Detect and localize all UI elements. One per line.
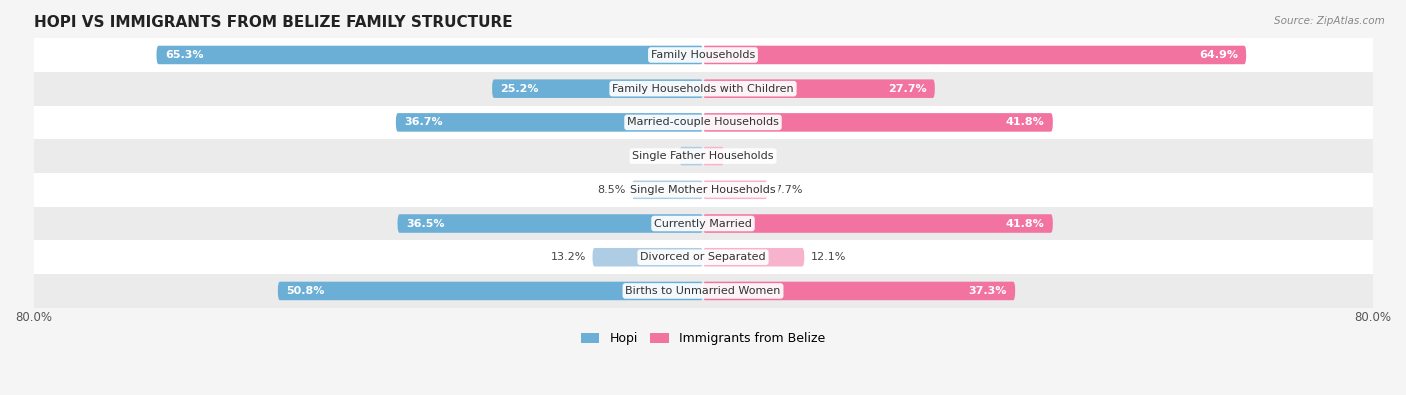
- Text: Divorced or Separated: Divorced or Separated: [640, 252, 766, 262]
- Bar: [34, 173, 1372, 207]
- FancyBboxPatch shape: [592, 248, 703, 267]
- Text: 12.1%: 12.1%: [811, 252, 846, 262]
- Text: HOPI VS IMMIGRANTS FROM BELIZE FAMILY STRUCTURE: HOPI VS IMMIGRANTS FROM BELIZE FAMILY ST…: [34, 15, 512, 30]
- FancyBboxPatch shape: [631, 181, 703, 199]
- Text: Births to Unmarried Women: Births to Unmarried Women: [626, 286, 780, 296]
- Text: 64.9%: 64.9%: [1199, 50, 1237, 60]
- Text: 41.8%: 41.8%: [1005, 117, 1045, 128]
- Text: 2.5%: 2.5%: [731, 151, 759, 161]
- FancyBboxPatch shape: [703, 214, 1053, 233]
- Text: 50.8%: 50.8%: [287, 286, 325, 296]
- Text: Single Mother Households: Single Mother Households: [630, 185, 776, 195]
- FancyBboxPatch shape: [278, 282, 703, 300]
- FancyBboxPatch shape: [703, 113, 1053, 132]
- Bar: [34, 207, 1372, 241]
- Text: Currently Married: Currently Married: [654, 218, 752, 229]
- FancyBboxPatch shape: [398, 214, 703, 233]
- Text: 36.7%: 36.7%: [405, 117, 443, 128]
- Text: 37.3%: 37.3%: [969, 286, 1007, 296]
- FancyBboxPatch shape: [396, 113, 703, 132]
- Text: 2.8%: 2.8%: [644, 151, 673, 161]
- Bar: [34, 274, 1372, 308]
- Text: 7.7%: 7.7%: [775, 185, 803, 195]
- Text: 65.3%: 65.3%: [165, 50, 204, 60]
- FancyBboxPatch shape: [679, 147, 703, 166]
- FancyBboxPatch shape: [703, 248, 804, 267]
- FancyBboxPatch shape: [492, 79, 703, 98]
- FancyBboxPatch shape: [703, 147, 724, 166]
- FancyBboxPatch shape: [703, 181, 768, 199]
- Bar: [34, 72, 1372, 105]
- Text: Married-couple Households: Married-couple Households: [627, 117, 779, 128]
- Text: 8.5%: 8.5%: [596, 185, 626, 195]
- FancyBboxPatch shape: [156, 46, 703, 64]
- Text: 25.2%: 25.2%: [501, 84, 538, 94]
- Bar: [34, 139, 1372, 173]
- FancyBboxPatch shape: [703, 79, 935, 98]
- FancyBboxPatch shape: [703, 46, 1246, 64]
- Text: Source: ZipAtlas.com: Source: ZipAtlas.com: [1274, 16, 1385, 26]
- Text: 27.7%: 27.7%: [887, 84, 927, 94]
- FancyBboxPatch shape: [703, 282, 1015, 300]
- Text: Single Father Households: Single Father Households: [633, 151, 773, 161]
- Text: 41.8%: 41.8%: [1005, 218, 1045, 229]
- Text: Family Households with Children: Family Households with Children: [612, 84, 794, 94]
- Legend: Hopi, Immigrants from Belize: Hopi, Immigrants from Belize: [575, 327, 831, 350]
- Bar: [34, 241, 1372, 274]
- Bar: [34, 105, 1372, 139]
- Bar: [34, 38, 1372, 72]
- Text: Family Households: Family Households: [651, 50, 755, 60]
- Text: 13.2%: 13.2%: [551, 252, 586, 262]
- Text: 36.5%: 36.5%: [406, 218, 444, 229]
